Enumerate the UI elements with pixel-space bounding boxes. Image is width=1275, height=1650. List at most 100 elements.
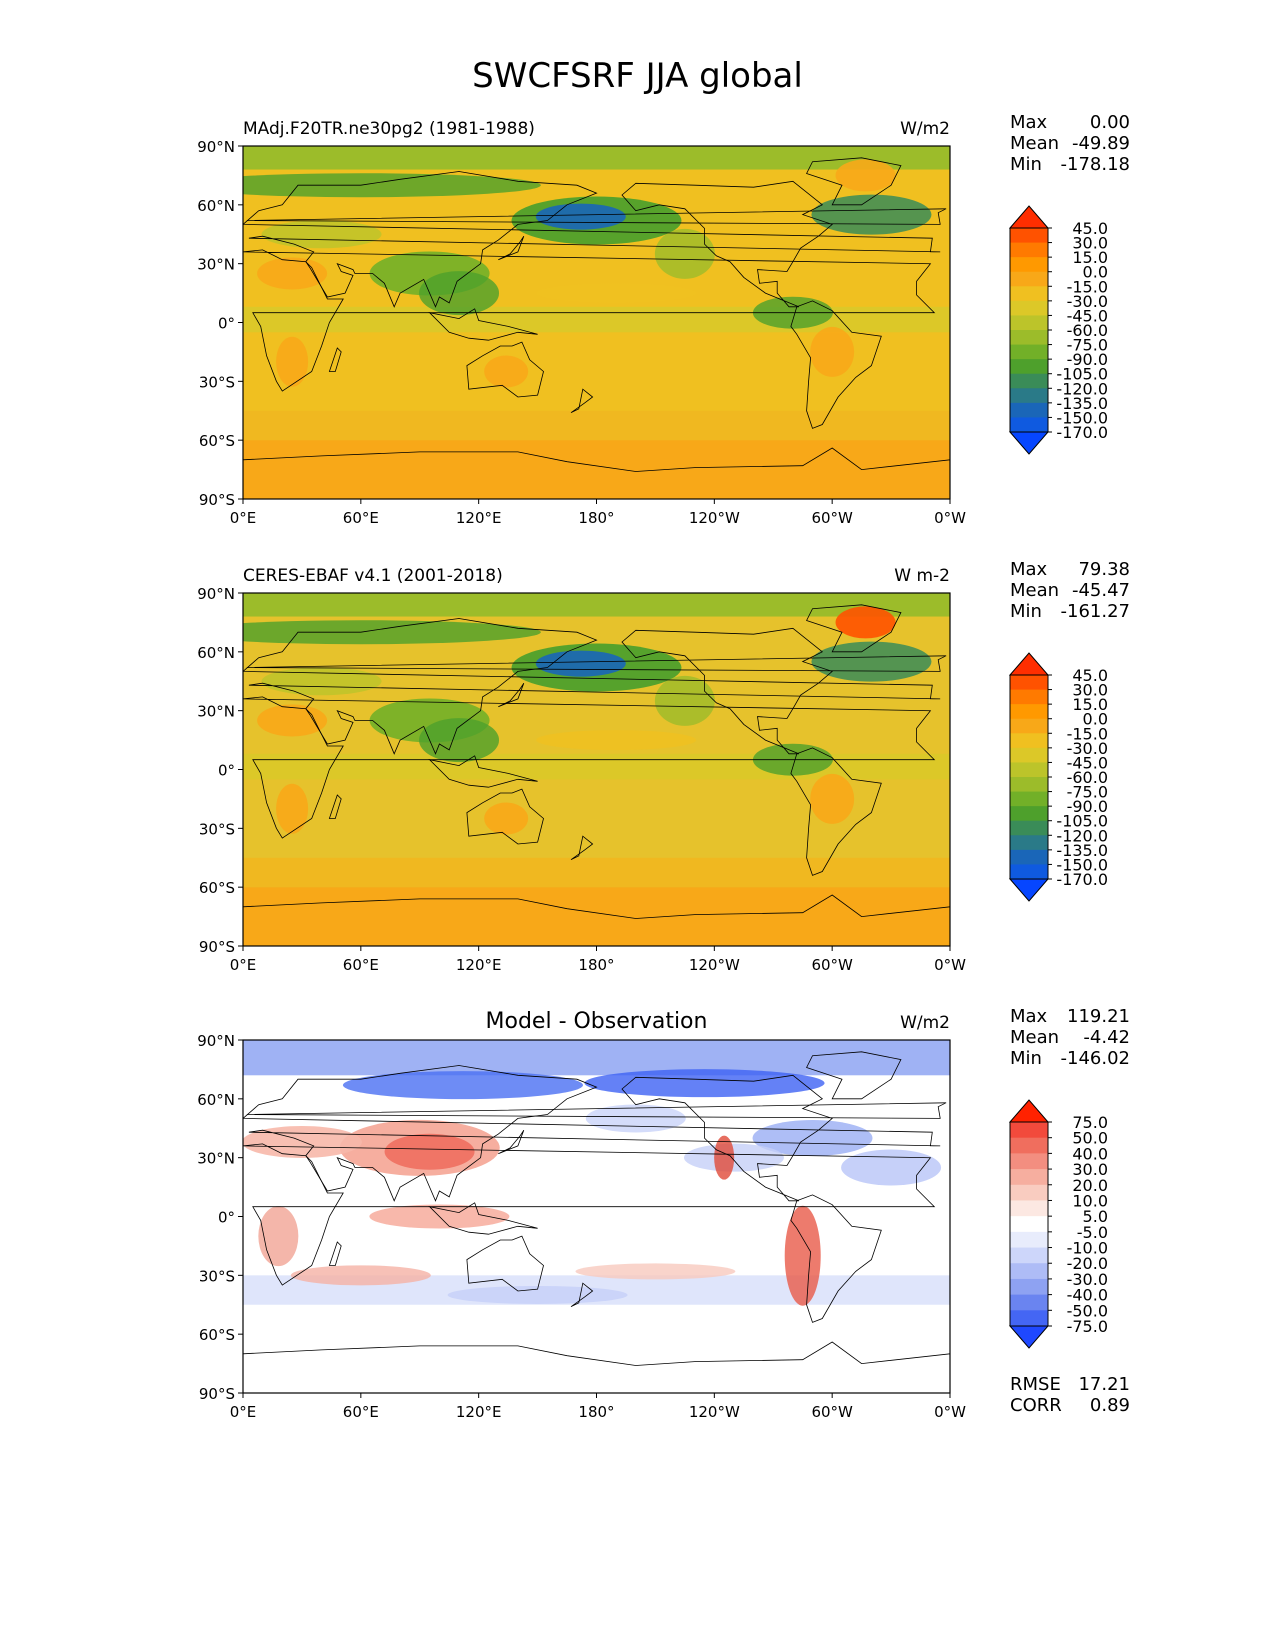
stats-block: Max 119.21 Mean -4.42 Min -146.02 [1010, 1006, 1130, 1069]
coastline-antarctica [243, 1341, 950, 1393]
stats-block: Max 79.38 Mean -45.47 Min -161.27 [1010, 559, 1130, 622]
coastlines [243, 157, 950, 499]
field-anomaly [484, 802, 529, 835]
colorbar-segment [1010, 1310, 1048, 1327]
field-anomaly [276, 783, 309, 834]
lon-tick-label: 60°W [811, 509, 853, 527]
colorbar-segment [1010, 849, 1048, 865]
colorbar-segment [1010, 864, 1048, 880]
colorbar: 45.030.015.00.0-15.0-30.0-45.0-60.0-75.0… [1008, 652, 1108, 902]
rmse-value: 17.21 [1078, 1374, 1130, 1395]
stat-label-mean: Mean [1010, 580, 1059, 601]
field-band [243, 306, 950, 333]
colorbar-tick-label: -120.0 [1056, 379, 1108, 398]
lat-tick-label: 30°N [197, 703, 235, 721]
field-anomaly [243, 173, 541, 198]
coastline-nz [570, 1282, 594, 1308]
stat-label-min: Min [1010, 1048, 1042, 1069]
coastlines [243, 604, 950, 946]
lon-tick-label: 120°W [689, 509, 740, 527]
colorbar-extend-min [1008, 431, 1050, 455]
colorbar-tick-label: -45.0 [1067, 753, 1108, 772]
field-anomaly [714, 1135, 735, 1180]
colorbar-tick-label: -60.0 [1067, 321, 1108, 340]
colorbar-extend-max [1008, 1099, 1050, 1123]
colorbar-tick-label: 10.0 [1072, 1191, 1108, 1210]
lon-tick-label: 0°E [230, 956, 257, 974]
field-anomaly [654, 675, 715, 726]
colorbar-tick-label: 45.0 [1072, 219, 1108, 238]
colorbar-tick-label: -90.0 [1067, 350, 1108, 369]
lat-tick-label: 60°S [199, 432, 235, 450]
coastline-samerica [790, 1194, 882, 1323]
lat-tick-label: 90°N [197, 585, 235, 603]
field-anomaly [290, 1265, 431, 1286]
lon-tick-label: 60°E [343, 509, 379, 527]
colorbar-tick-label: 40.0 [1072, 1144, 1108, 1163]
coastline-uk [246, 655, 947, 672]
lon-tick-label: 60°E [343, 1403, 379, 1421]
panel-title: CERES-EBAF v4.1 (2001-2018) [243, 566, 503, 586]
colorbar-segment [1010, 820, 1048, 836]
panel-title: MAdj.F20TR.ne30pg2 (1981-1988) [243, 119, 535, 139]
lat-tick-label: 90°S [199, 938, 235, 956]
field-background [243, 1040, 950, 1393]
lon-tick-label: 0°E [230, 509, 257, 527]
colorbar-tick-label: -135.0 [1056, 841, 1108, 860]
field-anomaly [810, 326, 855, 377]
colorbar-tick-label: 30.0 [1072, 681, 1108, 700]
colorbar-segment [1010, 704, 1048, 720]
colorbar-segment [1010, 733, 1048, 749]
colorbar-tick-label: -135.0 [1056, 394, 1108, 413]
coastline-africa [243, 1143, 936, 1286]
colorbar-tick-label: -75.0 [1067, 1317, 1108, 1336]
colorbar-tick-label: -90.0 [1067, 797, 1108, 816]
lon-tick-label: 120°W [689, 956, 740, 974]
field-band [243, 857, 950, 888]
map-panel-diff: Model - Observation W/m2 90°N 60°N 30°N 0° 30°… [0, 1006, 1275, 1472]
coastline-greenland [806, 604, 902, 653]
colorbar-segment [1010, 242, 1048, 258]
field-band [243, 410, 950, 441]
field-anomaly [811, 641, 932, 682]
colorbar-tick-label: 75.0 [1072, 1113, 1108, 1132]
lon-tick-label: 60°W [811, 1403, 853, 1421]
colorbar-segment [1010, 417, 1048, 433]
colorbar-frame [1009, 1121, 1049, 1327]
coastlines [243, 1051, 950, 1393]
field-anomaly [447, 1285, 628, 1304]
colorbar-tick-label: -10.0 [1067, 1239, 1108, 1258]
stat-value-max: 79.38 [1078, 559, 1130, 580]
coastline-antarctica [243, 894, 950, 946]
colorbar-extend-min [1008, 878, 1050, 902]
colorbar-segment [1010, 344, 1048, 360]
field-anomaly [384, 1133, 475, 1170]
stat-value-max: 119.21 [1067, 1006, 1130, 1027]
colorbar-segment [1010, 1294, 1048, 1311]
coastline-samerica [790, 300, 882, 429]
field-band [243, 146, 950, 170]
colorbar-segment [1010, 1153, 1048, 1170]
colorbar-tick-label: -75.0 [1067, 336, 1108, 355]
colorbar-extend-min [1008, 1325, 1050, 1349]
coastline-japan [498, 682, 525, 708]
colorbar-segment [1010, 791, 1048, 807]
colorbar-extend-max [1008, 205, 1050, 229]
stat-label-max: Max [1010, 1006, 1048, 1027]
map-field [243, 146, 950, 499]
map-field [243, 593, 950, 946]
lat-tick-label: 0° [218, 1209, 235, 1227]
lon-tick-label: 0°W [934, 956, 966, 974]
coastline-japan [498, 1129, 525, 1155]
coastline-australia [466, 1235, 544, 1292]
colorbar-tick-label: 5.0 [1083, 1207, 1108, 1226]
field-anomaly [484, 355, 529, 388]
stat-value-min: -178.18 [1061, 154, 1130, 175]
map-panel-obs: CERES-EBAF v4.1 (2001-2018) W m-2 90°N 60°N… [0, 559, 1275, 1025]
field-band [243, 753, 950, 780]
field-anomaly [243, 620, 541, 645]
colorbar-tick-label: -150.0 [1056, 855, 1108, 874]
colorbar-segment [1010, 1184, 1048, 1201]
lon-tick-label: 0°W [934, 509, 966, 527]
colorbar-segment [1010, 718, 1048, 734]
